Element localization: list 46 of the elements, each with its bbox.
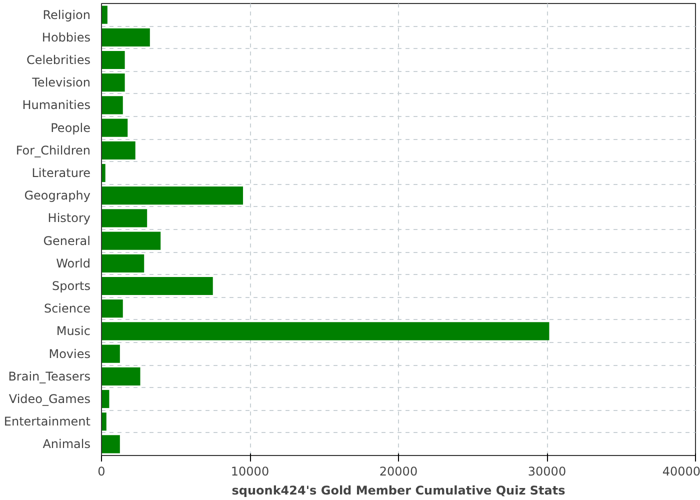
bar xyxy=(102,276,213,296)
y-tick-label: General xyxy=(43,234,91,248)
bar xyxy=(102,186,244,205)
x-tick-label: 20000 xyxy=(379,464,418,478)
bar xyxy=(102,254,144,272)
bar xyxy=(102,300,123,318)
y-tick-label: Celebrities xyxy=(26,53,91,67)
y-tick-label: Religion xyxy=(42,8,90,22)
y-tick-label: Television xyxy=(31,76,90,90)
y-tick-label: History xyxy=(48,211,91,226)
bar xyxy=(102,164,106,182)
bar xyxy=(102,435,120,454)
y-tick-label: Humanities xyxy=(22,98,91,112)
y-tick-label: Animals xyxy=(42,437,91,452)
bar xyxy=(102,344,120,363)
x-tick-label: 10000 xyxy=(230,464,270,478)
y-tick-label: Video_Games xyxy=(8,392,91,406)
y-tick-label: Hobbies xyxy=(42,30,91,44)
y-tick-label: Movies xyxy=(48,346,90,361)
y-tick-label: Science xyxy=(44,302,91,316)
bar xyxy=(102,74,125,92)
y-tick-label: Sports xyxy=(52,279,90,293)
bar xyxy=(102,6,108,24)
bar xyxy=(102,412,106,431)
y-tick-label: Literature xyxy=(32,166,91,180)
bar xyxy=(102,28,150,46)
x-axis-title: squonk424's Gold Member Cumulative Quiz Stats xyxy=(232,484,566,498)
y-tick-label: People xyxy=(50,120,91,135)
bar xyxy=(102,50,125,70)
y-tick-label: Music xyxy=(56,324,91,338)
bar xyxy=(102,96,123,114)
bar xyxy=(102,390,110,408)
y-tick-label: Brain_Teasers xyxy=(8,369,91,384)
x-tick-label: 40000 xyxy=(662,464,700,478)
y-tick-label: Entertainment xyxy=(4,414,91,429)
y-tick-label: World xyxy=(56,256,90,270)
y-tick-label: Geography xyxy=(24,188,91,203)
bar xyxy=(102,367,140,386)
bar xyxy=(102,141,136,160)
x-tick-label: 30000 xyxy=(528,464,566,478)
bar xyxy=(102,209,148,228)
x-tick-label: 0 xyxy=(98,464,106,478)
bar xyxy=(102,118,128,137)
bar xyxy=(102,232,161,250)
y-tick-label: For_Children xyxy=(16,143,91,158)
bar xyxy=(102,322,550,340)
